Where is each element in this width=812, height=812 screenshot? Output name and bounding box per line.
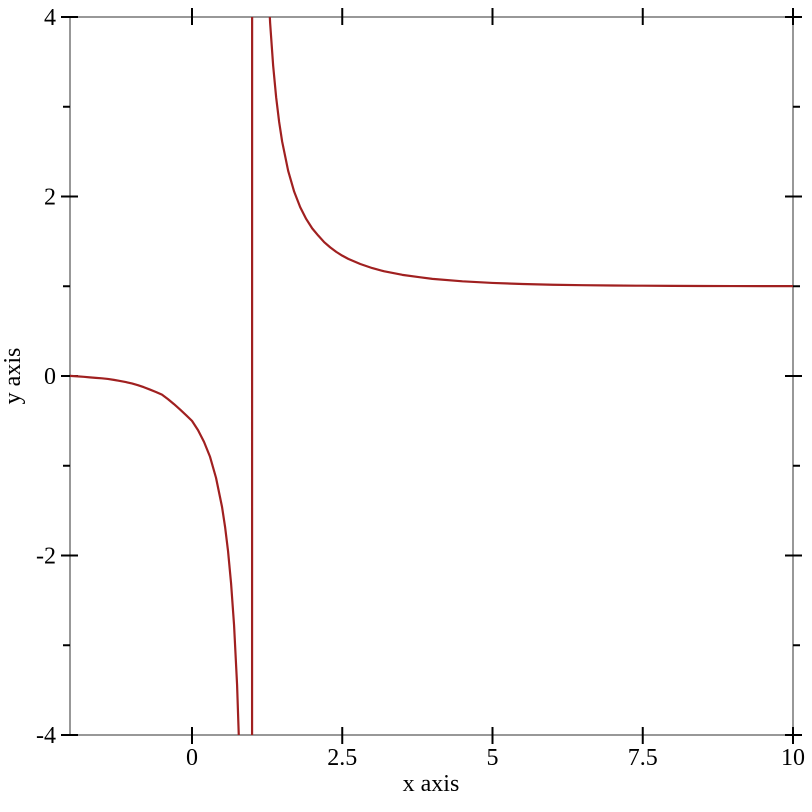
x-tick-label: 10 [781, 745, 805, 771]
y-tick-label: 2 [44, 185, 56, 211]
y-tick-label: -4 [36, 723, 56, 749]
x-tick-label: 7.5 [628, 745, 658, 771]
axis-ticks [61, 8, 802, 744]
y-tick-label: -2 [36, 544, 56, 570]
axis-tick-labels: 0 2.5 5 7.5 10 -4 -2 0 2 4 [36, 5, 805, 771]
x-tick-label: 0 [186, 745, 198, 771]
function-curve [70, 17, 793, 735]
y-tick-label: 0 [44, 364, 56, 390]
plot-area-border [69, 16, 794, 736]
y-axis-label: y axis [0, 348, 26, 405]
x-axis-label: x axis [403, 771, 460, 797]
y-tick-label: 4 [44, 5, 56, 31]
x-tick-label: 2.5 [327, 745, 357, 771]
x-tick-label: 5 [487, 745, 499, 771]
